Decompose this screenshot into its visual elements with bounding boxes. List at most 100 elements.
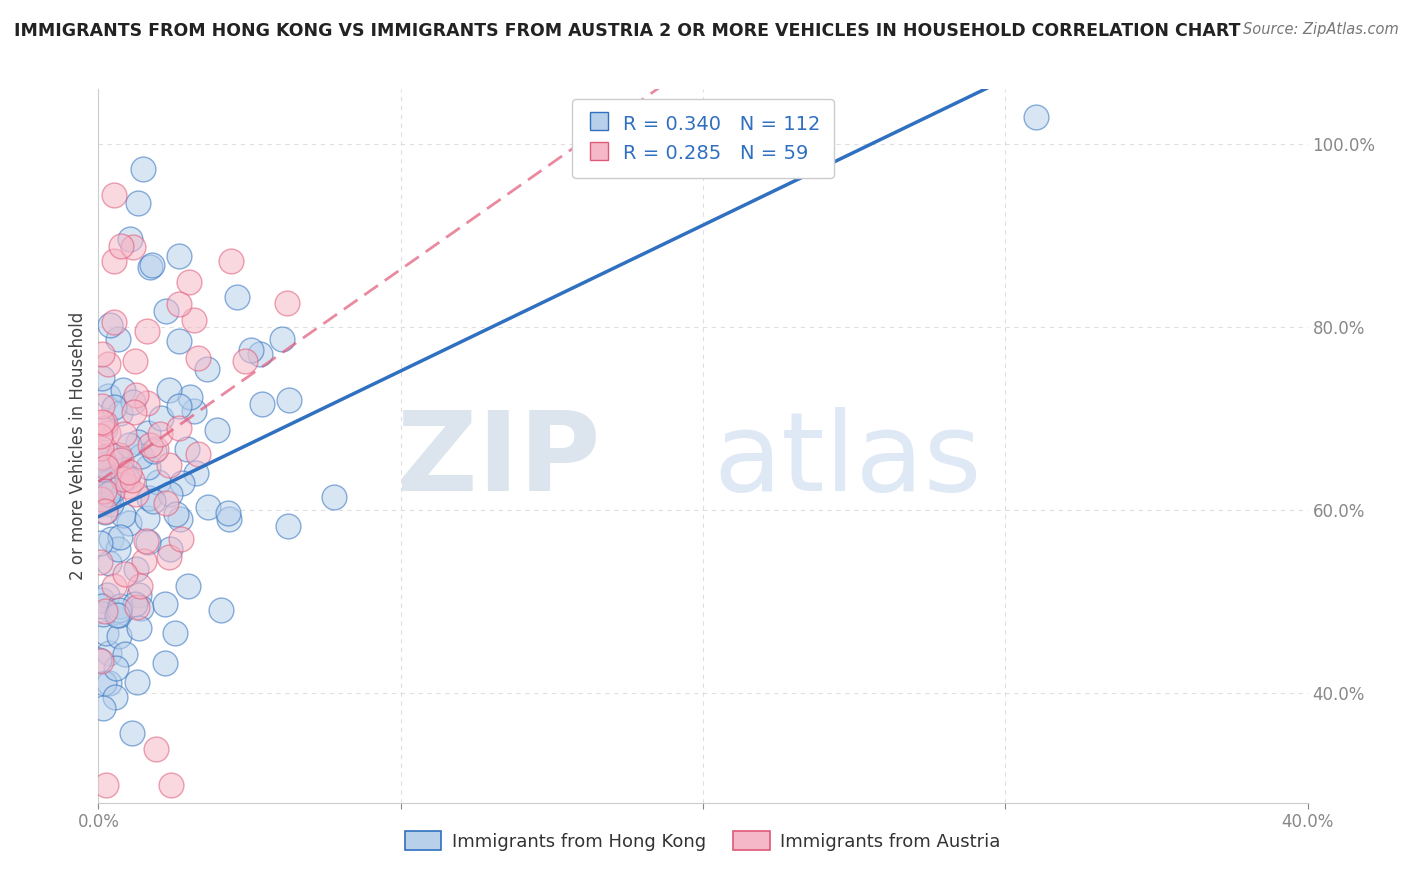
Point — [90, 491, 112, 506]
Point — [121, 726, 143, 740]
Point — [122, 405, 145, 419]
Point — [155, 304, 177, 318]
Point — [184, 466, 207, 480]
Legend: Immigrants from Hong Kong, Immigrants from Austria: Immigrants from Hong Kong, Immigrants fr… — [398, 824, 1008, 858]
Point — [94, 604, 117, 618]
Point — [157, 458, 180, 472]
Point — [94, 460, 117, 475]
Point — [159, 384, 181, 398]
Point — [149, 426, 172, 441]
Point — [114, 426, 136, 441]
Point — [118, 438, 141, 452]
Point — [141, 258, 163, 272]
Point — [94, 505, 117, 519]
Point — [250, 397, 273, 411]
Text: Source: ZipAtlas.com: Source: ZipAtlas.com — [1243, 22, 1399, 37]
Point — [112, 508, 135, 522]
Point — [209, 603, 232, 617]
Point — [145, 442, 167, 457]
Point — [146, 475, 169, 490]
Point — [155, 656, 177, 670]
Point — [100, 497, 122, 511]
Point — [134, 553, 156, 567]
Point — [103, 254, 125, 268]
Point — [103, 578, 125, 592]
Point — [240, 343, 263, 358]
Point — [159, 541, 181, 556]
Point — [94, 417, 117, 431]
Point — [249, 346, 271, 360]
Point — [111, 463, 134, 477]
Point — [91, 473, 114, 487]
Point — [125, 675, 148, 690]
Point — [104, 661, 127, 675]
Point — [97, 426, 120, 441]
Point — [136, 460, 159, 475]
Point — [218, 512, 240, 526]
Point — [107, 629, 129, 643]
Point — [276, 295, 298, 310]
Point — [103, 315, 125, 329]
Point — [108, 603, 131, 617]
Point — [138, 534, 160, 549]
Point — [177, 275, 200, 289]
Point — [94, 626, 117, 640]
Point — [176, 442, 198, 457]
Point — [110, 530, 132, 544]
Point — [105, 472, 128, 486]
Point — [96, 588, 118, 602]
Text: atlas: atlas — [714, 407, 983, 514]
Point — [187, 351, 209, 365]
Point — [136, 511, 159, 525]
Point — [177, 579, 200, 593]
Point — [93, 676, 115, 690]
Point — [219, 254, 242, 268]
Point — [278, 392, 301, 407]
Point — [117, 479, 139, 493]
Point — [183, 404, 205, 418]
Point — [136, 425, 159, 440]
Point — [127, 600, 149, 615]
Point — [128, 621, 150, 635]
Point — [277, 519, 299, 533]
Point — [90, 441, 112, 455]
Point — [89, 536, 111, 550]
Text: IMMIGRANTS FROM HONG KONG VS IMMIGRANTS FROM AUSTRIA 2 OR MORE VEHICLES IN HOUSE: IMMIGRANTS FROM HONG KONG VS IMMIGRANTS … — [14, 22, 1240, 40]
Point — [197, 500, 219, 515]
Point — [94, 458, 117, 472]
Point — [121, 240, 143, 254]
Point — [90, 347, 112, 361]
Point — [129, 449, 152, 463]
Point — [98, 556, 121, 570]
Point — [98, 318, 121, 333]
Text: ZIP: ZIP — [396, 407, 600, 514]
Point — [89, 497, 111, 511]
Point — [217, 506, 239, 520]
Point — [91, 599, 114, 614]
Point — [124, 354, 146, 368]
Point — [97, 494, 120, 508]
Point — [270, 332, 292, 346]
Point — [107, 542, 129, 557]
Point — [89, 474, 111, 488]
Point — [97, 389, 120, 403]
Point — [172, 475, 194, 490]
Point — [93, 421, 115, 435]
Point — [233, 353, 256, 368]
Point — [91, 461, 114, 475]
Point — [132, 162, 155, 177]
Point — [167, 399, 190, 413]
Point — [135, 533, 157, 548]
Point — [90, 477, 112, 491]
Point — [118, 232, 141, 246]
Point — [169, 512, 191, 526]
Point — [122, 394, 145, 409]
Point — [165, 507, 187, 521]
Point — [125, 388, 148, 402]
Point — [89, 428, 111, 442]
Point — [101, 483, 124, 497]
Point — [159, 487, 181, 501]
Point — [195, 362, 218, 376]
Point — [87, 653, 110, 667]
Point — [107, 332, 129, 346]
